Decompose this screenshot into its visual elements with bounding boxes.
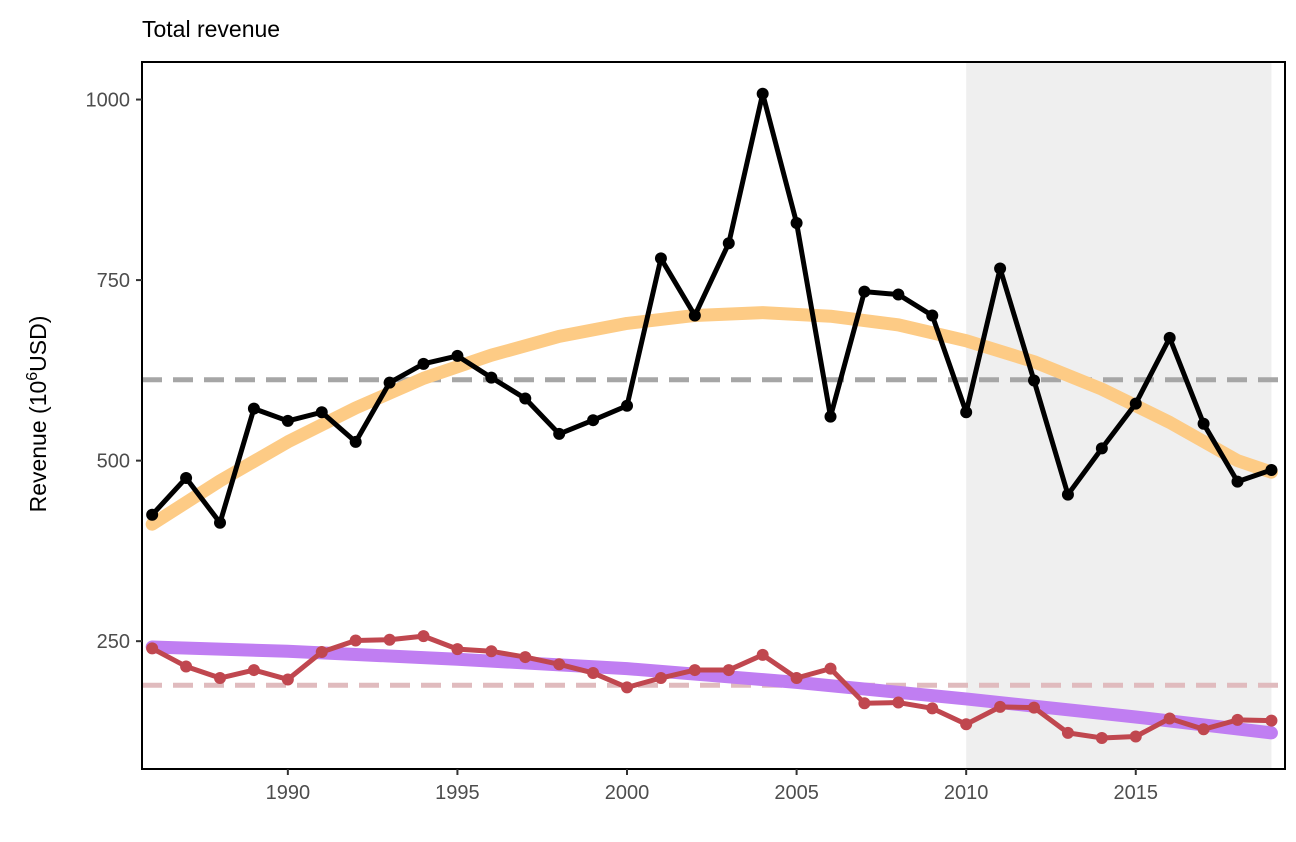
y-tick-label-750: 750 [97, 270, 130, 292]
series-1-point-2000 [621, 399, 634, 412]
series-1-point-2013 [1061, 488, 1074, 501]
series-1-point-2017 [1197, 417, 1210, 430]
x-tick-label-2010: 2010 [944, 782, 989, 804]
series-2-point-2007 [858, 697, 871, 710]
series-1-point-1992 [349, 435, 362, 448]
series-2-point-2010 [960, 718, 973, 731]
y-axis-title-main: Revenue (10 [25, 381, 51, 513]
series-2-point-2002 [688, 664, 701, 677]
series-line-1 [149, 91, 1274, 526]
plot-area [141, 61, 1286, 770]
series-1-point-1989 [247, 402, 260, 415]
series-2-point-1999 [587, 666, 600, 679]
series-2-point-2000 [621, 681, 634, 694]
series-1-point-2003 [722, 237, 735, 250]
series-2-point-2017 [1197, 723, 1210, 736]
series-2-point-1993 [383, 633, 396, 646]
series-1-point-1998 [553, 427, 566, 440]
series-2-point-1992 [349, 634, 362, 647]
y-axis: 250 500 750 1000 [86, 90, 142, 653]
series-2-point-1988 [214, 672, 227, 685]
series-1-point-2002 [688, 309, 701, 322]
y-axis-title: Revenue (106USD) [24, 316, 51, 513]
series-2-point-1987 [180, 660, 193, 673]
series-2-point-2018 [1231, 713, 1244, 726]
series-1-point-1999 [587, 414, 600, 427]
series-1-point-2019 [1265, 464, 1278, 477]
series-1-point-2014 [1095, 442, 1108, 455]
y-axis-title-superscript: 6 [24, 372, 41, 381]
shaded-region [966, 62, 1272, 769]
series-1-point-2006 [824, 410, 837, 423]
x-tick-label-1995: 1995 [435, 782, 480, 804]
series-1-point-2010 [960, 406, 973, 419]
series-2-point-1998 [553, 658, 566, 671]
series-2-point-1989 [247, 664, 260, 677]
trend-line-1 [145, 306, 1278, 531]
series-1-point-2004 [756, 87, 769, 100]
series-1-point-2018 [1231, 475, 1244, 488]
series-1-point-1991 [315, 406, 328, 419]
x-tick-label-1990: 1990 [266, 782, 311, 804]
series-1-point-2008 [892, 288, 905, 301]
y-tick-label-1000: 1000 [86, 90, 131, 112]
series-1-point-2009 [926, 309, 939, 322]
series-1-point-2007 [858, 285, 871, 298]
series-1-point-2005 [790, 217, 803, 230]
series-2-point-1994 [417, 630, 430, 643]
x-tick-label-2000: 2000 [605, 782, 650, 804]
series-1-point-2015 [1129, 397, 1142, 410]
series-2-point-1995 [451, 643, 464, 656]
series-2-point-1990 [281, 673, 294, 686]
series-line-2 [149, 633, 1274, 741]
series-2-point-2004 [756, 648, 769, 661]
series-1-point-1987 [180, 471, 193, 484]
y-tick-label-250: 250 [97, 631, 130, 653]
series-1-point-1994 [417, 357, 430, 370]
series-2-point-2011 [994, 700, 1007, 713]
plot-border [141, 61, 1286, 770]
chart-title: Total revenue [142, 16, 280, 42]
series-1-point-2012 [1028, 374, 1041, 387]
series-2-point-2008 [892, 696, 905, 709]
series-2-point-1991 [315, 646, 328, 659]
series-1-point-1995 [451, 349, 464, 362]
series-1-point-2001 [654, 252, 667, 265]
series-2-point-2009 [926, 702, 939, 715]
series-2-point-1996 [485, 645, 498, 658]
series-1-point-1986 [146, 508, 159, 521]
series-2-point-2015 [1129, 730, 1142, 743]
series-1-point-1996 [485, 371, 498, 384]
x-tick-label-2015: 2015 [1114, 782, 1159, 804]
series-2-point-2014 [1095, 731, 1108, 744]
series-1-point-2011 [994, 262, 1007, 275]
y-tick-label-500: 500 [97, 451, 130, 473]
x-tick-label-2005: 2005 [774, 782, 819, 804]
series-2-point-1986 [146, 642, 159, 655]
series-2-point-2012 [1028, 701, 1041, 714]
series-2-point-2019 [1265, 714, 1278, 727]
series-2-point-2005 [790, 672, 803, 685]
x-axis: 1990 1995 2000 2005 2010 2015 [266, 769, 1158, 804]
series-2-point-2013 [1061, 726, 1074, 739]
series-2-point-1997 [519, 651, 532, 664]
series-1-point-1988 [214, 516, 227, 529]
series-1-point-2016 [1163, 331, 1176, 344]
plot-content [142, 87, 1285, 744]
y-axis-title-unit: USD) [25, 316, 51, 372]
series-2-point-2003 [722, 664, 735, 677]
series-1-point-1997 [519, 392, 532, 405]
series-1-point-1990 [281, 414, 294, 427]
series-2-point-2001 [654, 672, 667, 685]
series-1-point-1993 [383, 376, 396, 389]
series-2-point-2016 [1163, 712, 1176, 725]
series-2-point-2006 [824, 662, 837, 675]
